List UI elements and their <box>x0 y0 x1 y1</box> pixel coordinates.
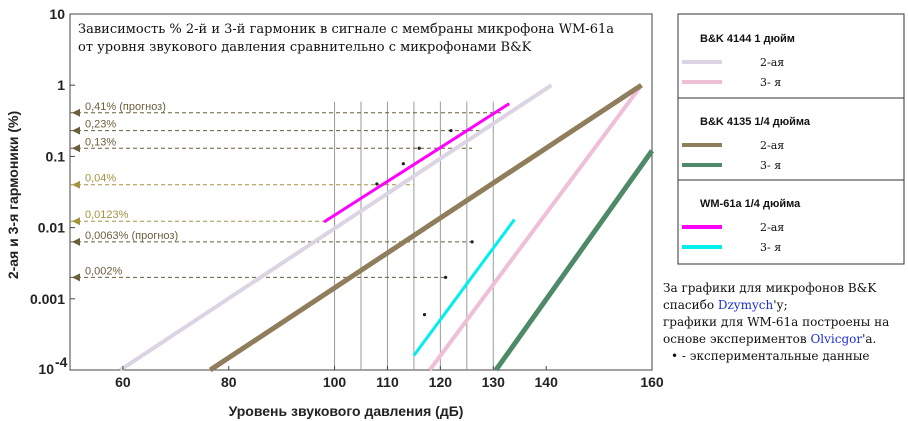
x-tick-label: 130 <box>482 374 506 390</box>
x-tick-label: 60 <box>115 374 131 390</box>
plot-title-line: от уровня звукового давления сравнительн… <box>78 40 532 55</box>
legend-heading: B&K 4144 1 дюйм <box>700 33 795 45</box>
reference-label: 0,41% (прогноз) <box>85 101 166 113</box>
legend-label: 3- я <box>760 159 781 172</box>
y-tick-label: 10 <box>38 361 54 377</box>
series-line <box>208 83 643 373</box>
data-point <box>470 240 474 244</box>
y-axis-title: 2-ая и 3-я гармоники (%) <box>5 111 21 279</box>
x-tick-label: 80 <box>221 374 237 390</box>
series-lines <box>119 83 655 373</box>
plot-title-line: Зависимость % 2-й и 3-й гармоник в сигна… <box>78 22 614 37</box>
data-point <box>417 146 421 150</box>
legend-box <box>677 13 905 265</box>
reference-arrow <box>72 126 80 135</box>
series-line <box>323 102 510 224</box>
reference-arrow <box>72 180 80 189</box>
legend-label: 2-ая <box>760 56 784 69</box>
x-tick-label: 120 <box>429 374 453 390</box>
x-tick-label: 100 <box>323 374 347 390</box>
series-line <box>428 84 644 372</box>
credits-line: основе экспериментов Olvicgor'а. <box>663 331 906 348</box>
reference-label: 0,23% <box>85 119 116 131</box>
data-point <box>375 182 379 186</box>
series-line <box>119 83 553 372</box>
reference-label: 0,04% <box>85 173 116 185</box>
reference-arrow <box>72 273 80 282</box>
data-point <box>449 129 453 133</box>
legend-label: 2-ая <box>760 139 784 152</box>
credits-line: графики для WM-61a построены на <box>663 315 890 329</box>
reference-arrow <box>72 108 80 117</box>
y-tick-label: 0.001 <box>30 291 65 307</box>
credits-text-part: основе экспериментов <box>663 332 811 346</box>
legend: B&K 4144 1 дюйм 2-ая 3- я B&K 4135 1/4 дюйм… <box>677 13 905 265</box>
x-tick-label: 110 <box>376 374 399 390</box>
reference-label: 0,002% <box>85 265 123 277</box>
reference-arrow <box>72 144 80 153</box>
x-tick-label: 160 <box>640 374 664 390</box>
credits-line: спасибо Dzymych'у; <box>663 297 906 314</box>
legend-label: 3- я <box>760 241 781 254</box>
y-tick-label: 0.1 <box>46 148 66 164</box>
reference-arrow <box>72 237 80 246</box>
credits-text-part: спасибо <box>663 298 718 312</box>
reference-lines: 0,41% (прогноз) 0,23% 0,13% 0,04% 0,0123% 0,0… <box>70 101 504 282</box>
credits-line: За графики для микрофонов B&K <box>663 281 877 295</box>
credits-text-part: 'а. <box>862 332 877 346</box>
legend-heading: B&K 4135 1/4 дюйма <box>700 116 811 128</box>
legend-heading: WM-61a 1/4 дюйма <box>700 198 801 210</box>
y-tick-label: 1 <box>57 77 65 93</box>
reference-arrow <box>72 217 80 226</box>
legend-label: 2-ая <box>760 221 784 234</box>
data-point <box>444 275 448 279</box>
x-axis-title: Уровень звукового давления (дБ) <box>229 403 464 419</box>
plot-title: Зависимость % 2-й и 3-й гармоник в сигна… <box>78 22 614 55</box>
dzymych-link[interactable]: Dzymych <box>717 298 774 312</box>
x-tick-label: 140 <box>535 374 559 390</box>
reference-label: 0,0063% (прогноз) <box>85 230 178 242</box>
credits-text: За графики для микрофонов B&K спасибо Dz… <box>663 280 906 365</box>
reference-label: 0,0123% <box>85 209 129 221</box>
data-point <box>422 312 427 317</box>
series-line <box>412 218 516 357</box>
data-point <box>401 162 405 166</box>
olvicgor-link[interactable]: Olvicgor <box>810 332 863 346</box>
axis-ticks: 60 80 100 110 120 130 140 1601010.10.010.00110-… <box>30 6 664 390</box>
series-line <box>493 149 655 372</box>
y-tick-label: 0.01 <box>38 220 65 236</box>
y-tick-label: 10 <box>49 6 65 22</box>
experimental-points <box>375 129 474 317</box>
legend-label: 3- я <box>760 76 781 89</box>
legend-items: B&K 4144 1 дюйм 2-ая 3- я B&K 4135 1/4 дюйм… <box>682 33 811 254</box>
credits-line: • - экспериментальные данные <box>671 349 870 363</box>
reference-label: 0,13% <box>85 136 116 148</box>
credits-text-part: 'у; <box>773 298 788 312</box>
y-tick-exponent: -4 <box>55 354 68 370</box>
